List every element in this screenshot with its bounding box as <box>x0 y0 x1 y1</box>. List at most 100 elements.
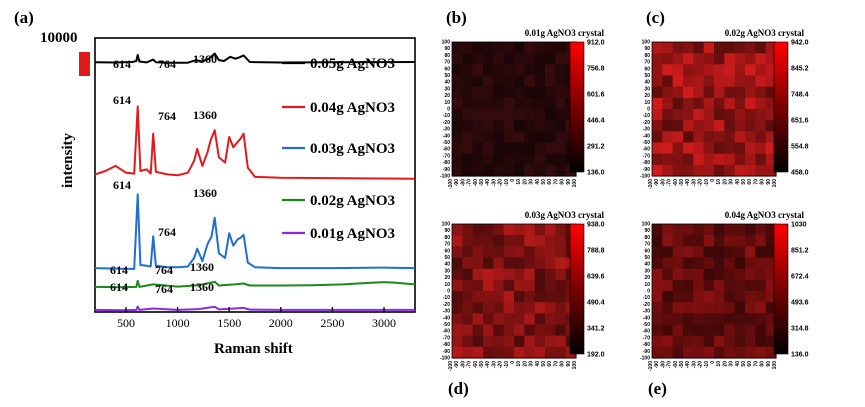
heatmap-cell <box>714 313 725 326</box>
heatmap-cell <box>652 302 663 314</box>
heatmap-cell <box>652 42 663 54</box>
heatmap-cell <box>462 64 474 77</box>
peak-label: 614 <box>113 93 131 107</box>
heatmap-cell <box>524 235 536 247</box>
heatmap-cell <box>683 257 694 270</box>
y-tick-label: 50 <box>644 73 650 79</box>
heatmap-cell <box>683 164 694 177</box>
x-tick-label: -20 <box>498 361 504 368</box>
heatmap-cell <box>693 64 705 77</box>
heatmap-cell <box>755 302 767 314</box>
peak-label: 1360 <box>190 260 214 274</box>
heatmap-cell <box>714 324 725 337</box>
heatmap-cell <box>462 313 474 326</box>
y-tick-label: 40 <box>644 262 650 268</box>
heatmap-cell <box>734 64 746 77</box>
spectrum-line-1 <box>94 52 416 64</box>
y-tick-label: 60 <box>444 66 450 72</box>
heatmap-cell <box>672 64 684 77</box>
heatmap-cell <box>745 346 756 359</box>
legend-label-1: 0.05g AgNO3 <box>310 56 395 72</box>
heatmap-cell <box>672 142 684 155</box>
heatmap-cell <box>524 86 536 99</box>
heatmap-cell <box>452 120 463 132</box>
heatmap-cell <box>472 97 484 110</box>
heatmap-cell <box>503 246 515 259</box>
x-tick-label: -100 <box>448 179 454 189</box>
heatmap-cell <box>514 346 525 359</box>
x-tick-label: 30 <box>729 179 735 185</box>
heatmap-cell <box>524 313 536 326</box>
heatmap-cell <box>652 120 663 132</box>
x-tick-label: 1000 <box>166 316 190 330</box>
heatmap-cell <box>514 86 525 99</box>
heatmap-cell <box>503 75 515 88</box>
y-tick-label: -50 <box>443 322 450 328</box>
heatmap-cell <box>755 279 767 292</box>
peak-label: 614 <box>113 57 131 71</box>
heatmap-cell <box>524 324 536 337</box>
heatmap-cell <box>714 86 725 99</box>
x-tick-label: -40 <box>485 179 491 186</box>
heatmap-cell <box>693 291 705 303</box>
heatmap-cell <box>555 257 567 270</box>
y-tick-label: -90 <box>643 349 650 355</box>
heatmap-cell <box>724 335 736 348</box>
x-tick-label: -10 <box>504 361 510 368</box>
x-tick-label: 40 <box>535 361 541 367</box>
heatmap-c: 0.02g AgNO3 crystal-100-100-90-90-80-80-… <box>640 28 809 189</box>
heatmap-cell <box>452 75 463 88</box>
heatmap-e: 0.04g AgNO3 crystal-100-100-90-90-80-80-… <box>640 210 809 371</box>
heatmap-cell <box>765 131 777 144</box>
y-tick-label: -100 <box>440 174 450 180</box>
heatmap-cell <box>652 279 663 292</box>
heatmap-cell <box>555 335 567 348</box>
heatmap-cell <box>703 324 715 337</box>
x-tick-label: -20 <box>698 361 704 368</box>
heatmap-cell <box>514 291 525 303</box>
heatmap-cell <box>693 268 705 281</box>
heatmap-cell <box>534 142 546 155</box>
heatmap-cell <box>514 75 525 88</box>
heatmap-cell <box>472 257 484 270</box>
heatmap-cell <box>683 97 694 110</box>
heatmap-cell <box>472 246 484 259</box>
heatmap-cell <box>765 268 777 281</box>
heatmap-cell <box>534 64 546 77</box>
y-tick-label: -100 <box>440 356 450 362</box>
colorbar-tick-label: 136.0 <box>791 352 809 359</box>
x-tick-label: 500 <box>117 316 135 330</box>
heatmap-cell <box>524 131 536 144</box>
heatmap-cell <box>493 142 505 155</box>
peak-label: 1360 <box>190 280 214 294</box>
peak-label: 764 <box>158 225 176 239</box>
heatmap-cell <box>503 153 515 166</box>
x-tick-label: 100 <box>772 179 778 188</box>
heatmap-cell <box>503 86 515 99</box>
heatmap-cell <box>714 109 725 121</box>
colorbar-tick-label: 942.0 <box>791 40 809 47</box>
heatmap-cell <box>745 279 756 292</box>
heatmap-cell <box>462 142 474 155</box>
heatmap-cell <box>472 164 484 177</box>
heatmap-cell <box>534 120 546 132</box>
heatmap-cell <box>714 75 725 88</box>
heatmap-cell <box>483 153 494 166</box>
heatmap-cell <box>765 224 777 236</box>
heatmap-cell <box>483 131 494 144</box>
heatmap-cell <box>652 86 663 99</box>
heatmap-cell <box>452 64 463 77</box>
x-tick-label: 90 <box>766 361 772 367</box>
heatmap-cell <box>693 257 705 270</box>
heatmap-cell <box>503 42 515 54</box>
heatmap-cell <box>555 53 567 65</box>
x-tick-label: -10 <box>504 179 510 186</box>
heatmap-cell <box>483 64 494 77</box>
x-tick-label: -90 <box>654 179 660 186</box>
heatmap-cell <box>672 97 684 110</box>
heatmap-cell <box>693 120 705 132</box>
heatmap-cell <box>503 346 515 359</box>
heatmap-cell <box>765 279 777 292</box>
heatmap-cell <box>734 335 746 348</box>
heatmap-cell <box>652 291 663 303</box>
